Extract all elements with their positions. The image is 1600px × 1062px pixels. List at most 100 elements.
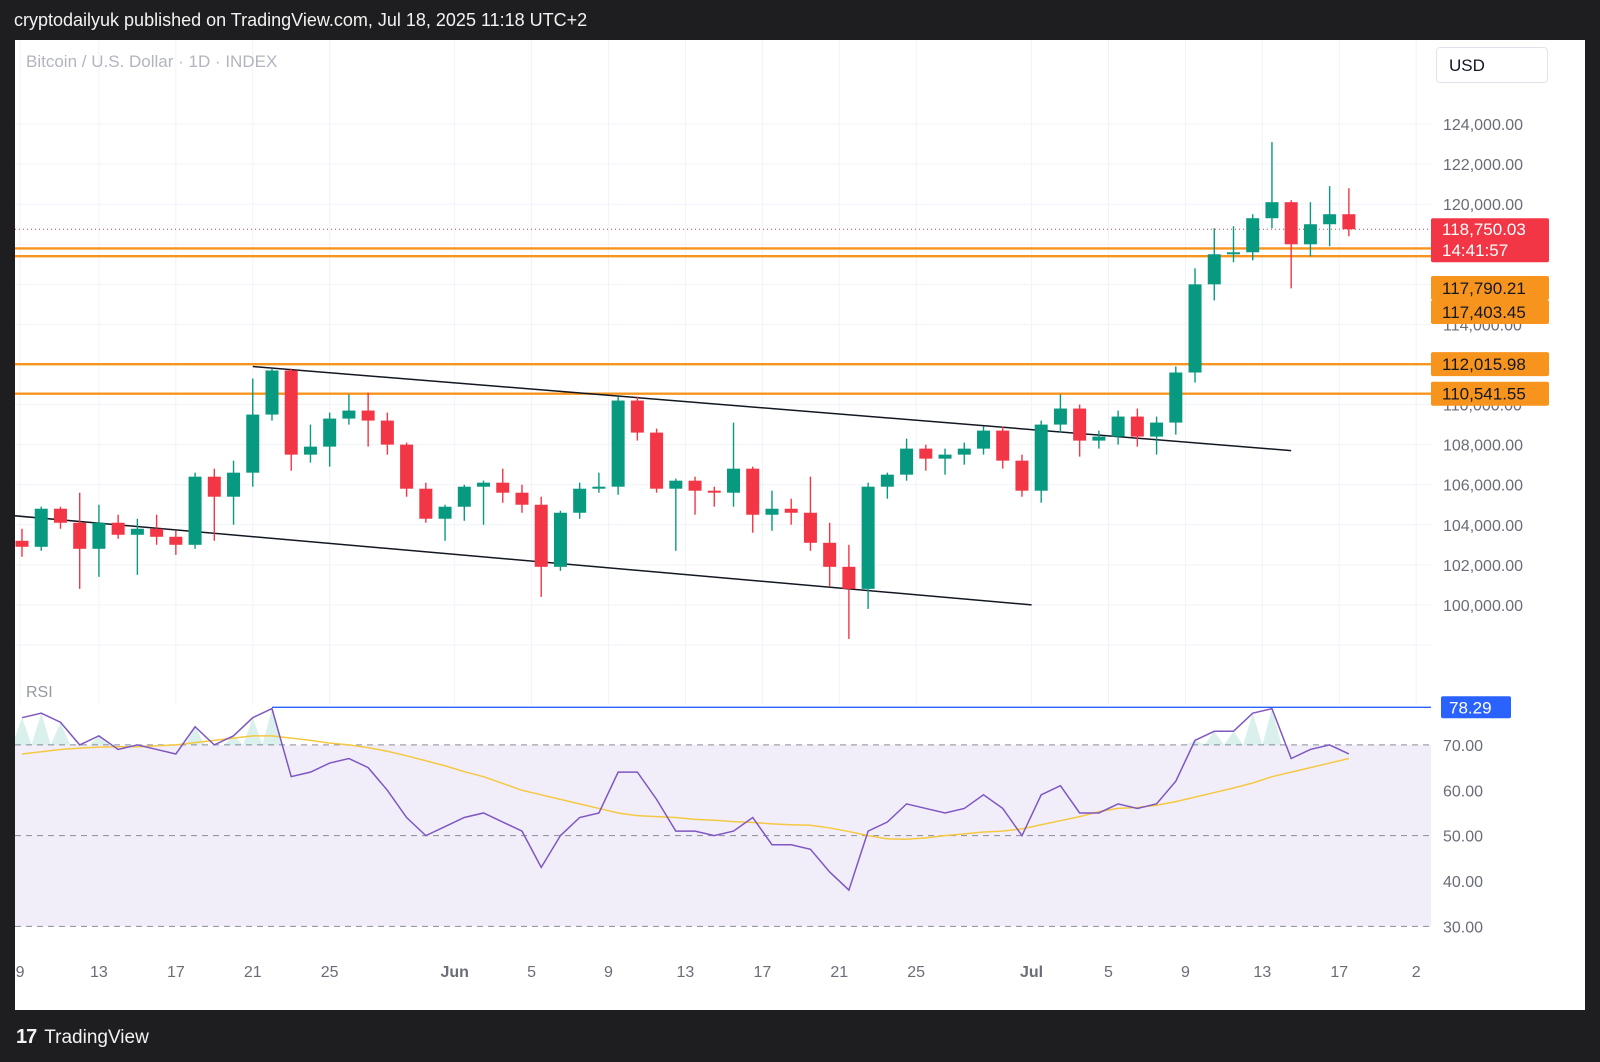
candle-body[interactable] bbox=[130, 528, 144, 535]
candle-body[interactable] bbox=[15, 540, 29, 547]
candle-body[interactable] bbox=[34, 508, 48, 547]
candle-body[interactable] bbox=[515, 492, 529, 505]
time-axis-label: 21 bbox=[830, 964, 848, 981]
time-axis-label: 13 bbox=[1253, 964, 1271, 981]
candle-body[interactable] bbox=[688, 480, 702, 491]
candle-body[interactable] bbox=[1284, 202, 1298, 245]
candle-body[interactable] bbox=[150, 528, 164, 537]
candle-body[interactable] bbox=[803, 512, 817, 543]
price-axis-tick: 122,000.00 bbox=[1443, 157, 1523, 174]
level-badge-label: 112,015.98 bbox=[1442, 355, 1526, 374]
current-price-label: 118,750.03 bbox=[1442, 220, 1526, 239]
candle-body[interactable] bbox=[1034, 424, 1048, 491]
candle-body[interactable] bbox=[380, 420, 394, 445]
candle-body[interactable] bbox=[727, 468, 741, 493]
candle-body[interactable] bbox=[611, 400, 625, 487]
candle-body[interactable] bbox=[957, 448, 971, 455]
publisher-header: cryptodailyuk published on TradingView.c… bbox=[14, 10, 588, 30]
candle-body[interactable] bbox=[1111, 416, 1125, 437]
candle-body[interactable] bbox=[1226, 252, 1240, 255]
price-axis-tick: 104,000.00 bbox=[1443, 518, 1523, 535]
candle-body[interactable] bbox=[1323, 214, 1337, 225]
candle-body[interactable] bbox=[765, 508, 779, 515]
candle-body[interactable] bbox=[227, 472, 241, 497]
candle-body[interactable] bbox=[977, 430, 990, 449]
candle-body[interactable] bbox=[1207, 254, 1221, 285]
candle-body[interactable] bbox=[207, 476, 221, 497]
candle-body[interactable] bbox=[438, 506, 452, 519]
candle-body[interactable] bbox=[707, 490, 721, 493]
candle-body[interactable] bbox=[1015, 460, 1029, 491]
candle-body[interactable] bbox=[1092, 436, 1106, 441]
symbol-label: Bitcoin / U.S. Dollar · 1D · INDEX bbox=[26, 52, 278, 71]
candle-body[interactable] bbox=[169, 536, 183, 545]
level-badge-label: 117,403.45 bbox=[1442, 303, 1526, 322]
candle-body[interactable] bbox=[1150, 422, 1164, 437]
lower-channel-line[interactable] bbox=[15, 515, 1032, 606]
candle-body[interactable] bbox=[457, 486, 471, 507]
candle-body[interactable] bbox=[592, 486, 606, 489]
candle-body[interactable] bbox=[1303, 224, 1317, 245]
candle-body[interactable] bbox=[919, 448, 933, 459]
candle-body[interactable] bbox=[92, 522, 106, 549]
candle-body[interactable] bbox=[669, 480, 683, 489]
candle-body[interactable] bbox=[477, 482, 491, 487]
price-axis-tick: 108,000.00 bbox=[1443, 438, 1523, 455]
candle-body[interactable] bbox=[1130, 416, 1144, 437]
candle-body[interactable] bbox=[1053, 408, 1067, 425]
candle-body[interactable] bbox=[746, 468, 760, 515]
candle-body[interactable] bbox=[784, 508, 798, 513]
upper-channel-line[interactable] bbox=[252, 365, 1292, 452]
candle-body[interactable] bbox=[111, 522, 125, 535]
candle-body[interactable] bbox=[650, 432, 664, 489]
candle-body[interactable] bbox=[1246, 218, 1260, 253]
candle-body[interactable] bbox=[496, 482, 510, 493]
candle-body[interactable] bbox=[900, 448, 914, 475]
candle-body[interactable] bbox=[823, 542, 837, 567]
price-axis-tick: 100,000.00 bbox=[1443, 598, 1523, 615]
chart-canvas[interactable]: 78.29 30.00 50.00 60.00 70.00 40.00 100,000.00… bbox=[15, 40, 1585, 1010]
rsi-axis-tick: 60.00 bbox=[1443, 783, 1483, 800]
candle-body[interactable] bbox=[265, 370, 279, 415]
candle-body[interactable] bbox=[1342, 214, 1356, 230]
rsi-axis-tick: 30.00 bbox=[1443, 919, 1483, 936]
candle-body[interactable] bbox=[188, 476, 202, 545]
rsi-ma-line bbox=[21, 735, 1350, 841]
candle-body[interactable] bbox=[996, 430, 1010, 461]
candle-body[interactable] bbox=[1188, 284, 1202, 373]
candle-body[interactable] bbox=[1169, 372, 1183, 423]
level-badge bbox=[1431, 381, 1549, 406]
candle-body[interactable] bbox=[400, 444, 414, 489]
chart-panel[interactable]: 78.29 30.00 50.00 60.00 70.00 40.00 100,000.00… bbox=[15, 40, 1585, 1010]
candle-body[interactable] bbox=[323, 418, 337, 447]
rsi-max-badge bbox=[1441, 696, 1511, 719]
candle-body[interactable] bbox=[53, 508, 67, 523]
candle-body[interactable] bbox=[1073, 408, 1087, 441]
candle-body[interactable] bbox=[861, 486, 875, 589]
price-axis-tick: 106,000.00 bbox=[1443, 478, 1523, 495]
price-axis-tick: 120,000.00 bbox=[1443, 197, 1523, 214]
time-axis-label: 25 bbox=[907, 964, 925, 981]
candle-body[interactable] bbox=[284, 370, 298, 455]
candle-body[interactable] bbox=[1265, 202, 1279, 219]
currency-button[interactable]: USD bbox=[1436, 47, 1548, 83]
candle-body[interactable] bbox=[573, 488, 587, 513]
time-axis-label: Jun bbox=[440, 964, 468, 981]
candle-body[interactable] bbox=[419, 488, 433, 519]
tradingview-logo-icon: 17 bbox=[16, 1026, 37, 1048]
candle-body[interactable] bbox=[553, 512, 567, 567]
candle-body[interactable] bbox=[342, 410, 356, 419]
candle-body[interactable] bbox=[303, 446, 317, 455]
footer: 17 TradingView bbox=[16, 1026, 149, 1049]
candle-body[interactable] bbox=[630, 400, 644, 433]
candle-body[interactable] bbox=[880, 474, 894, 487]
candle-body[interactable] bbox=[534, 504, 548, 567]
candle-body[interactable] bbox=[842, 566, 856, 589]
candle-body[interactable] bbox=[246, 414, 260, 473]
candle-body[interactable] bbox=[938, 454, 952, 459]
level-badge bbox=[1431, 300, 1549, 324]
time-axis-label: 9 bbox=[1181, 964, 1190, 981]
time-axis-label: 25 bbox=[321, 964, 339, 981]
candle-body[interactable] bbox=[73, 522, 87, 549]
candle-body[interactable] bbox=[361, 410, 375, 421]
